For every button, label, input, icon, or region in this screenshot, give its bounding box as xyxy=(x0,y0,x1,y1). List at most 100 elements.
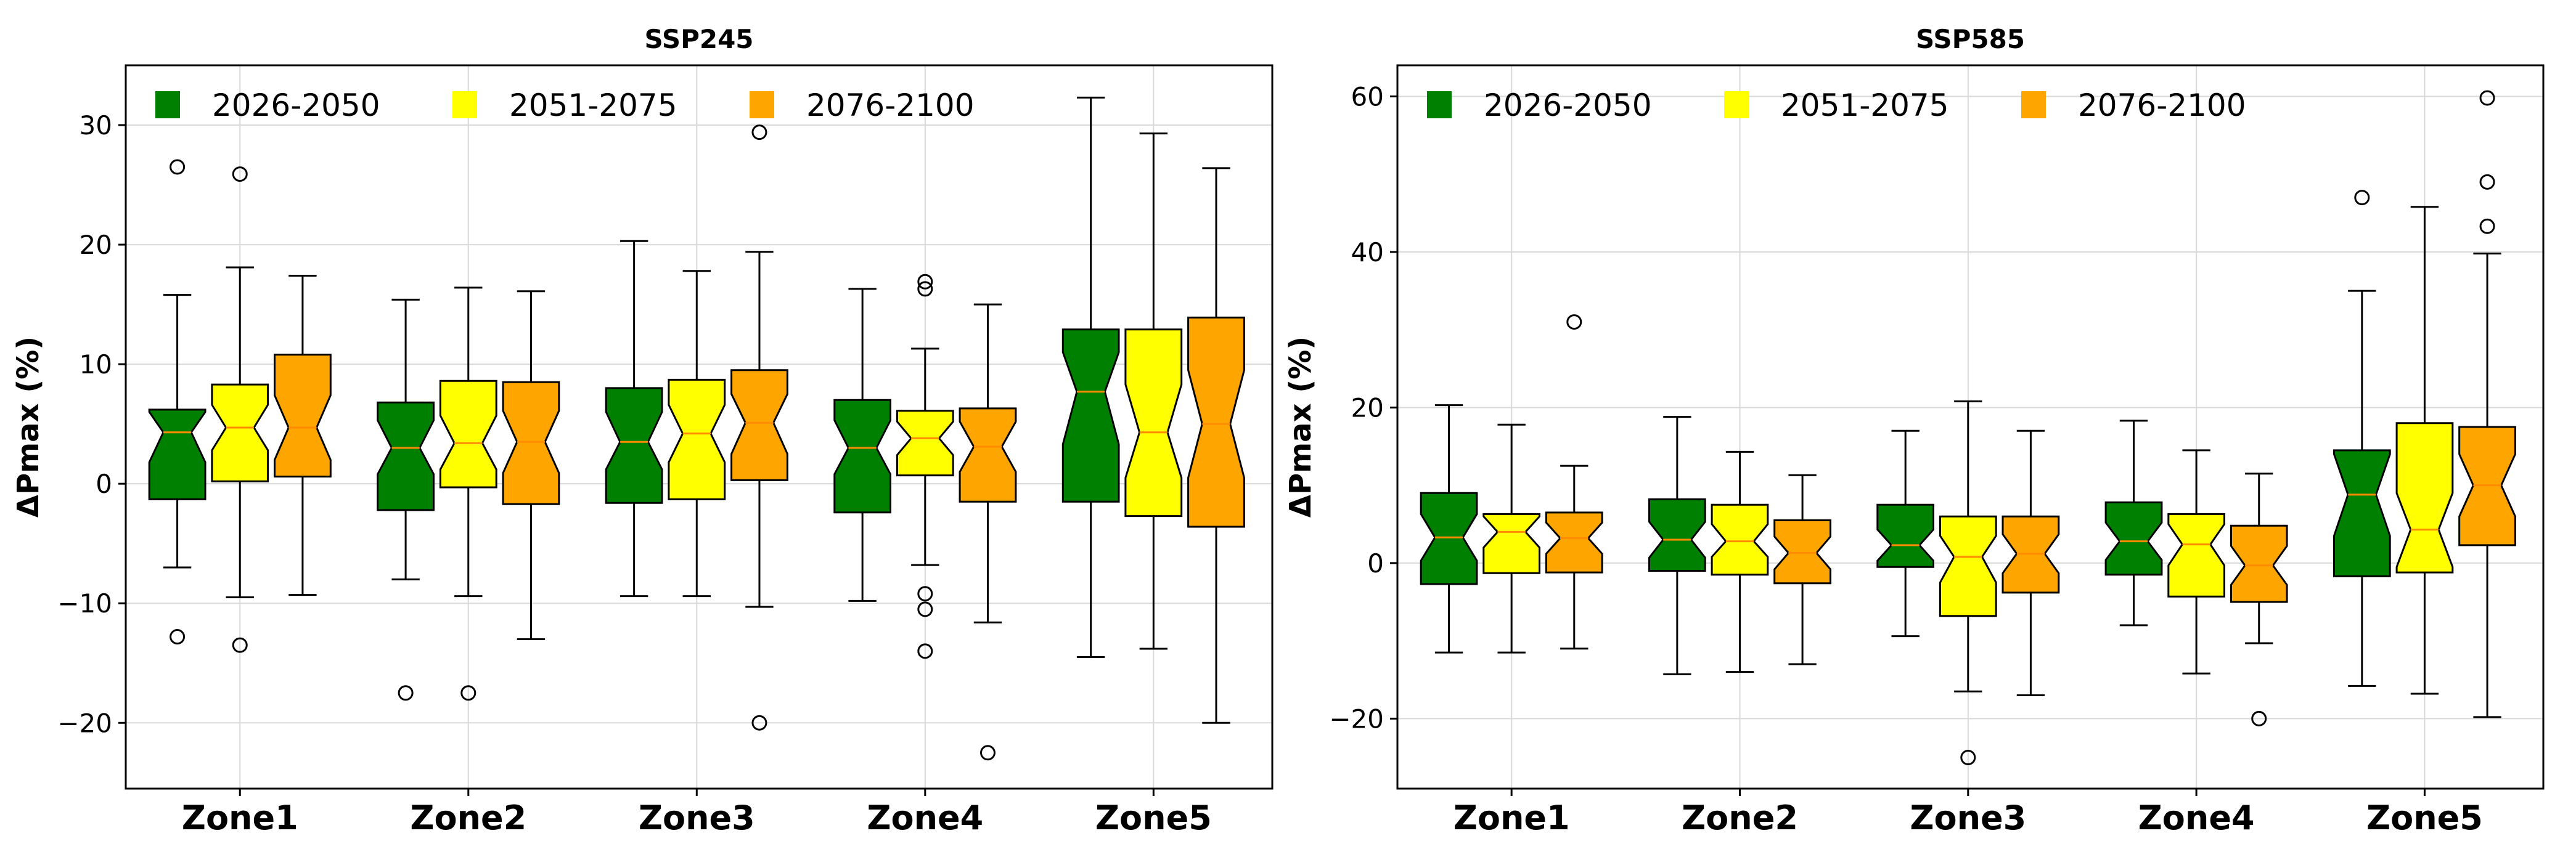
p0-flier-1-3-0 xyxy=(917,643,933,659)
p1-flier-2-4-0 xyxy=(2479,218,2495,234)
p1-notched-box-2-1 xyxy=(1773,519,1831,585)
p0-notched-box-0-2 xyxy=(605,387,663,504)
p0-flier-1-3-1 xyxy=(917,601,933,617)
p0-notched-box-2-4 xyxy=(1187,316,1245,528)
p0-notched-box-1-3 xyxy=(896,410,954,477)
p1-notched-box-2-3 xyxy=(2230,524,2288,603)
p0-box-2026-2050-Zone3 xyxy=(605,240,663,598)
p1-notched-box-0-1 xyxy=(1648,498,1706,572)
p0-box-2026-2050-Zone1 xyxy=(148,159,206,645)
p0-notched-box-0-0 xyxy=(148,408,206,500)
p0-flier-1-0-0 xyxy=(232,637,248,653)
p0-box-2076-2100-Zone3 xyxy=(730,124,788,731)
p0-flier-1-1-0 xyxy=(460,685,476,701)
p1-axes-frame xyxy=(1396,64,2545,790)
p1-xtick-label-4: Zone5 xyxy=(2366,798,2483,837)
p0-ytick-label-2: 0 xyxy=(96,469,112,499)
p1-legend-swatch-1 xyxy=(1724,91,1749,118)
p0-ytick-label-5: 30 xyxy=(80,110,112,140)
p0-box-2051-2075-Zone2 xyxy=(439,286,497,701)
p1-box-2051-2075-Zone5 xyxy=(2395,206,2454,695)
p0-box-2076-2100-Zone2 xyxy=(502,290,560,640)
p1-flier-2-4-2 xyxy=(2479,90,2495,106)
p0-box-2026-2050-Zone5 xyxy=(1061,96,1120,659)
p0-notched-box-2-0 xyxy=(274,354,332,477)
p1-box-2026-2050-Zone4 xyxy=(2104,420,2163,627)
p0-ytick-label-4: 20 xyxy=(80,230,112,260)
p0-box-2051-2075-Zone4 xyxy=(896,274,954,659)
p1-flier-2-4-1 xyxy=(2479,174,2495,190)
p0-flier-2-2-1 xyxy=(751,124,767,140)
p0-ytick-label-1: −10 xyxy=(57,588,112,619)
p0-ytick-label-3: 10 xyxy=(80,349,112,380)
p1-box-2051-2075-Zone3 xyxy=(1939,400,1997,766)
p1-box-2051-2075-Zone2 xyxy=(1711,450,1769,673)
p0-xtick-label-4: Zone5 xyxy=(1095,798,1212,837)
p1-xtick-label-3: Zone4 xyxy=(2138,798,2255,837)
p0-xtick-label-0: Zone1 xyxy=(182,798,298,837)
p1-legend-swatch-0 xyxy=(1427,91,1452,118)
p0-notched-box-1-2 xyxy=(668,378,726,500)
p0-notched-box-1-4 xyxy=(1124,328,1183,518)
p0-flier-0-1-0 xyxy=(398,685,414,701)
p0-flier-0-0-1 xyxy=(170,159,186,175)
p0-xtick-label-2: Zone3 xyxy=(639,798,755,837)
p0-box-2076-2100-Zone5 xyxy=(1187,167,1245,724)
p1-notched-box-2-0 xyxy=(1545,511,1603,574)
p0-flier-1-3-3 xyxy=(917,281,933,297)
p1-flier-2-0-0 xyxy=(1566,314,1582,330)
panel-ssp245: −20 −10 0 10 20 30 Zone1 Zone2 Zone3 Zone4 Zone5 SS… xyxy=(11,24,1274,837)
p0-flier-2-3-0 xyxy=(979,745,996,761)
p1-notched-box-1-0 xyxy=(1482,513,1540,574)
p0-notched-box-2-1 xyxy=(502,381,560,505)
p0-legend-label-0: 2026-2050 xyxy=(212,87,380,123)
p0-xtick-label-3: Zone4 xyxy=(867,798,983,837)
p1-box-2026-2050-Zone2 xyxy=(1648,416,1706,675)
p0-legend-label-2: 2076-2100 xyxy=(806,87,975,123)
p1-box-2026-2050-Zone1 xyxy=(1420,404,1478,654)
p1-flier-0-4-0 xyxy=(2354,190,2370,206)
p1-box-2076-2100-Zone4 xyxy=(2230,473,2288,726)
p1-notched-box-0-3 xyxy=(2104,501,2163,576)
p1-ytick-label-4: 60 xyxy=(1351,81,1384,112)
p1-xtick-label-0: Zone1 xyxy=(1454,798,1570,837)
p0-y-axis-label: ΔPmax (%) xyxy=(11,336,46,518)
p1-notched-box-1-2 xyxy=(1939,515,1997,617)
p0-chart-title: SSP245 xyxy=(644,24,753,54)
p0-box-2051-2075-Zone5 xyxy=(1124,132,1183,650)
p1-box-2051-2075-Zone1 xyxy=(1482,423,1540,654)
p0-legend-swatch-2 xyxy=(750,91,774,118)
p1-box-2026-2050-Zone5 xyxy=(2333,190,2391,687)
p1-xtick-label-2: Zone3 xyxy=(1910,798,2026,837)
p1-box-2076-2100-Zone1 xyxy=(1545,314,1603,650)
p1-y-axis-label: ΔPmax (%) xyxy=(1283,336,1318,518)
panel-ssp585: −20 0 20 40 60 Zone1 Zone2 Zone3 Zone4 Zone5 SSP58… xyxy=(1283,24,2545,837)
p0-flier-1-0-1 xyxy=(232,166,248,182)
p0-flier-1-3-4 xyxy=(917,274,933,290)
p0-box-2051-2075-Zone3 xyxy=(668,270,726,598)
p1-notched-box-1-4 xyxy=(2395,422,2454,574)
p1-legend-label-0: 2026-2050 xyxy=(1484,87,1652,123)
p1-chart-title: SSP585 xyxy=(1916,24,2025,54)
p1-notched-box-0-0 xyxy=(1420,492,1478,585)
p1-notched-box-1-1 xyxy=(1711,503,1769,576)
p0-legend-label-1: 2051-2075 xyxy=(509,87,677,123)
p0-box-2076-2100-Zone1 xyxy=(274,275,332,596)
p1-box-2076-2100-Zone3 xyxy=(2002,429,2060,697)
p0-notched-box-0-3 xyxy=(833,399,891,514)
p1-legend-label-1: 2051-2075 xyxy=(1781,87,1949,123)
p0-box-2026-2050-Zone2 xyxy=(377,298,435,701)
p0-box-2051-2075-Zone1 xyxy=(211,166,269,653)
p0-box-2026-2050-Zone4 xyxy=(833,288,891,602)
p0-notched-box-1-0 xyxy=(211,383,269,482)
p1-flier-1-2-0 xyxy=(1960,750,1976,766)
p0-flier-1-3-2 xyxy=(917,586,933,602)
p0-notched-box-1-1 xyxy=(439,380,497,489)
p0-flier-2-2-0 xyxy=(751,715,767,731)
p1-ytick-label-0: −20 xyxy=(1329,704,1384,734)
p1-box-2026-2050-Zone3 xyxy=(1876,429,1934,638)
p0-notched-box-0-4 xyxy=(1061,328,1120,503)
p1-ytick-label-2: 20 xyxy=(1351,392,1384,423)
p1-notched-box-1-3 xyxy=(2167,513,2225,598)
